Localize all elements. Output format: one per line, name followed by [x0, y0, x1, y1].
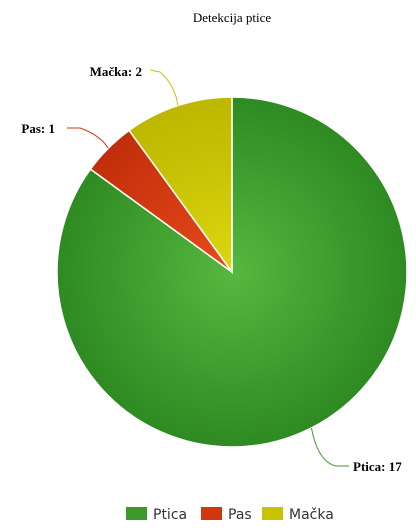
legend-label-2: Mačka — [289, 507, 334, 523]
data-labels: Ptica: 17 Pas: 1 Mačka: 2 — [21, 64, 402, 474]
data-label-0: Ptica: 17 — [353, 459, 402, 474]
leader-line-0 — [310, 427, 349, 467]
legend-item-1[interactable]: Pas — [201, 507, 252, 523]
leader-line-2 — [149, 69, 179, 106]
pie-slice-maka[interactable] — [128, 96, 233, 275]
legend-item-2[interactable]: Mačka — [262, 507, 334, 523]
legend-swatch-1 — [201, 507, 222, 520]
pie-slices — [56, 96, 408, 448]
legend-item-0[interactable]: Ptica — [126, 507, 187, 523]
legend: Ptica Pas Mačka — [126, 507, 334, 523]
legend-label-0: Ptica — [153, 507, 187, 523]
leader-line-1 — [67, 127, 109, 149]
chart-title: Detekcija ptice — [193, 10, 272, 25]
legend-swatch-2 — [262, 507, 283, 520]
legend-label-1: Pas — [228, 507, 252, 523]
leader-lines — [67, 69, 349, 467]
data-label-1: Pas: 1 — [21, 121, 55, 136]
data-label-2: Mačka: 2 — [90, 64, 142, 79]
legend-swatch-0 — [126, 507, 147, 520]
